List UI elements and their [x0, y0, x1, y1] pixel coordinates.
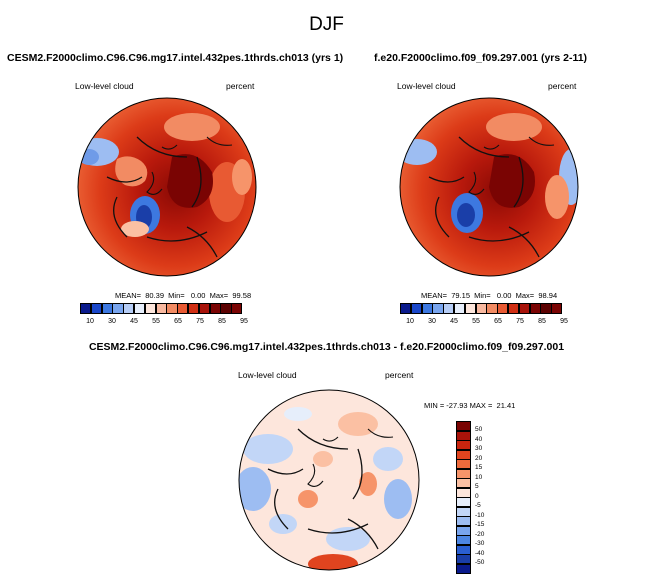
colorbar-tick-label: 55 — [472, 318, 480, 325]
difference-title: CESM2.F2000climo.C96.C96.mg17.intel.432p… — [88, 341, 565, 353]
colorbar-tick-label: -5 — [475, 502, 481, 509]
colorbar-tick-label: 30 — [108, 318, 116, 325]
colorbar-tick-label: 55 — [152, 318, 160, 325]
colorbar-tick-label: 45 — [450, 318, 458, 325]
panel-1-title: CESM2.F2000climo.C96.C96.mg17.intel.432p… — [7, 52, 344, 64]
panel-2-title: f.e20.F2000climo.f09_f09.297.001 (yrs 2-… — [374, 52, 588, 64]
colorbar-tick-label: -50 — [475, 559, 485, 566]
colorbar-tick-label: 95 — [560, 318, 568, 325]
colorbar-tick-label: 20 — [475, 454, 483, 462]
panel-2-colorbar-labels: 10 30 45 55 65 75 85 95 — [400, 318, 570, 328]
difference-units-label: percent — [385, 370, 414, 380]
difference-colorbar — [456, 421, 471, 574]
panel-1-units-label: percent — [226, 81, 255, 91]
panel-1-colorbar-labels: 10 30 45 55 65 75 85 95 — [80, 318, 250, 328]
difference-stats: MIN = -27.93 MAX = 21.41 — [424, 401, 516, 410]
colorbar-tick-label: 10 — [475, 473, 483, 481]
colorbar-tick-label: -20 — [475, 530, 485, 538]
colorbar-tick-label: 75 — [516, 318, 524, 325]
colorbar-tick-label: 40 — [475, 435, 483, 443]
colorbar-tick-label: 75 — [196, 318, 204, 325]
colorbar-tick-label: 95 — [240, 318, 248, 325]
panel-1-polar-map — [77, 97, 257, 277]
panel-2-polar-map — [399, 97, 579, 277]
colorbar-tick-label: 30 — [428, 318, 436, 325]
panel-2-stats: MEAN= 79.15 Min= 0.00 Max= 98.94 — [421, 291, 558, 300]
difference-polar-map — [238, 389, 420, 571]
colorbar-tick-label: -15 — [475, 521, 485, 528]
colorbar-tick-label: 65 — [494, 318, 502, 325]
colorbar-tick-label: 10 — [86, 318, 94, 325]
colorbar-tick-label: -10 — [475, 511, 485, 519]
colorbar-tick-label: 85 — [538, 318, 546, 325]
colorbar-tick-label: 0 — [475, 492, 479, 500]
colorbar-tick-label: 30 — [475, 445, 483, 452]
panel-2-colorbar — [400, 303, 563, 314]
colorbar-tick-label: -30 — [475, 540, 485, 547]
difference-colorbar-labels: 50 40 30 20 15 10 5 0 -5 -10 -15 -20 -30… — [475, 421, 500, 571]
panel-1-variable-label: Low-level cloud — [75, 81, 134, 91]
colorbar-tick-label: -40 — [475, 549, 485, 557]
panel-1-stats: MEAN= 80.39 Min= 0.00 Max= 99.58 — [115, 291, 252, 300]
colorbar-tick-label: 50 — [475, 426, 483, 433]
colorbar-tick-label: 45 — [130, 318, 138, 325]
colorbar-tick-label: 10 — [406, 318, 414, 325]
panel-1-colorbar — [80, 303, 243, 314]
colorbar-tick-label: 85 — [218, 318, 226, 325]
colorbar-tick-label: 5 — [475, 483, 479, 490]
colorbar-tick-label: 65 — [174, 318, 182, 325]
panel-2-variable-label: Low-level cloud — [397, 81, 456, 91]
main-title: DJF — [309, 14, 344, 35]
difference-variable-label: Low-level cloud — [238, 370, 297, 380]
colorbar-tick-label: 15 — [475, 464, 483, 471]
panel-2-units-label: percent — [548, 81, 577, 91]
